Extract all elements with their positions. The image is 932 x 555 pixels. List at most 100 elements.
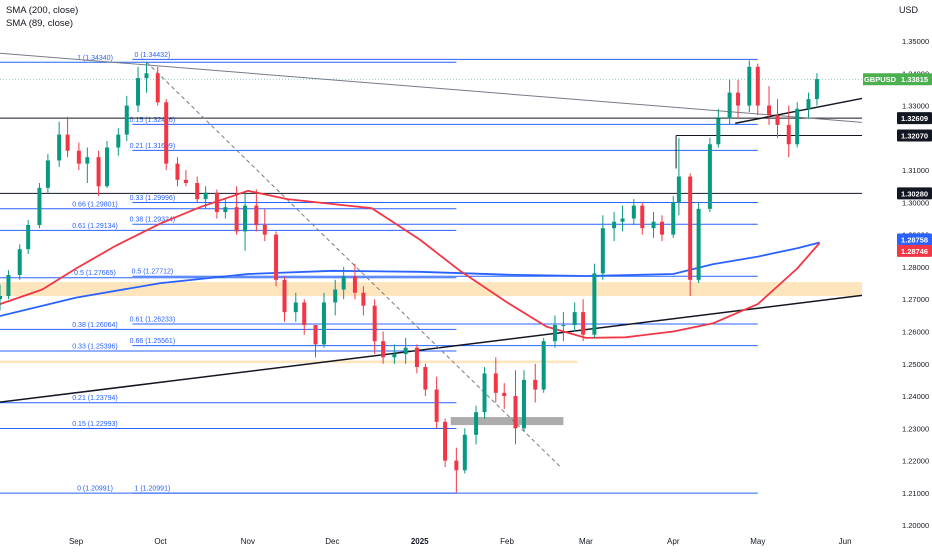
candle-body [572, 312, 577, 326]
fib-level-label: 1 (1.20991) [134, 486, 170, 493]
date-tick-label: Sep [69, 537, 84, 546]
candle-body [592, 273, 597, 335]
fib-level-label: 0.61 (1.26233) [130, 316, 176, 323]
candle-body [392, 354, 397, 358]
legend-sma-89[interactable]: SMA (89, close) [6, 18, 74, 29]
price-tick-label: 1.28000 [902, 263, 929, 272]
price-tick-label: 1.35000 [902, 37, 929, 46]
price-tag-label: 1.28758 [901, 235, 928, 244]
candle-body [124, 105, 129, 135]
candle-body [214, 192, 219, 213]
price-axis-background [862, 0, 932, 550]
candle-body [716, 118, 721, 145]
price-tick-label: 1.30000 [902, 198, 929, 207]
price-tick-label: 1.21000 [902, 489, 929, 498]
price-tag-label: 1.30280 [901, 189, 928, 198]
fib-level-label: 0 (1.34432) [134, 52, 170, 59]
candle-body [767, 105, 772, 116]
fib-level-label: 0.33 (1.25396) [72, 343, 118, 350]
candle-body [727, 92, 732, 119]
zone-rect-1 [0, 360, 578, 364]
fib-level-label: 0.5 (1.27712) [132, 269, 174, 276]
date-tick-label: 2025 [411, 537, 429, 546]
candle-body [482, 373, 487, 413]
candle-body [96, 157, 101, 187]
candle-body [6, 275, 11, 296]
sma-200-line [0, 241, 820, 317]
date-tick-label: Jun [839, 537, 852, 546]
price-tag-box [897, 244, 932, 257]
candle-body [302, 302, 307, 326]
candle-body [541, 341, 546, 390]
date-tick-label: Apr [667, 537, 680, 546]
candle-body [282, 279, 287, 313]
candle-body [552, 325, 557, 342]
price-tick-label: 1.25000 [902, 360, 929, 369]
indicator-legend: SMA (200, close) SMA (89, close) [6, 4, 78, 30]
price-tag-box [897, 73, 932, 86]
fib-level-label: 0.21 (1.31609) [130, 143, 176, 150]
candle-body [707, 144, 712, 209]
candle-body [243, 205, 248, 232]
candle-body [561, 325, 566, 327]
candle-body [474, 412, 479, 435]
price-tag-label: 1.32609 [901, 114, 928, 123]
candle-body [254, 205, 259, 225]
candle-body [795, 108, 800, 145]
candle-body [293, 302, 298, 313]
fib-level-label: 1 (1.34340) [77, 55, 113, 62]
candle-body [26, 224, 31, 250]
currency-label[interactable]: USD [898, 5, 918, 15]
price-tick-label: 1.26000 [902, 327, 929, 336]
candle-body [76, 150, 81, 164]
dashed-trendline [146, 61, 561, 468]
symbol-tag-label: GBPUSD [864, 75, 897, 84]
price-tick-label: 1.20000 [902, 521, 929, 530]
candle-body [462, 434, 467, 471]
candle-body [203, 192, 208, 200]
candle-body [85, 157, 90, 164]
candle-body [341, 276, 346, 290]
candle-body [688, 176, 693, 280]
candle-body [423, 366, 428, 390]
candle-body [403, 347, 408, 355]
candle-body [443, 421, 448, 461]
candle-body [696, 208, 701, 280]
candle-body [513, 396, 518, 429]
candle-body [814, 79, 819, 100]
candle-body [736, 92, 741, 106]
candle-body [434, 389, 439, 422]
candle-body [352, 276, 357, 293]
candle-body [381, 341, 386, 358]
date-tick-label: Feb [500, 537, 514, 546]
candle-body [620, 218, 625, 222]
candle-body [321, 302, 326, 345]
date-tick-label: Nov [241, 537, 255, 546]
price-tick-label: 1.27000 [902, 295, 929, 304]
fib-level-label: 0.33 (1.29996) [130, 195, 176, 202]
date-tick-label: May [750, 537, 765, 546]
candle-body [600, 228, 605, 274]
candle-body [755, 66, 760, 106]
candle-body [581, 312, 586, 335]
candle-body [175, 163, 180, 180]
candle-body [223, 207, 228, 213]
price-tag-label: 1.32070 [901, 132, 928, 141]
candle-body [313, 325, 318, 345]
legend-sma-200[interactable]: SMA (200, close) [6, 5, 79, 16]
candle-body [183, 179, 188, 184]
zone-rect-0 [0, 282, 862, 296]
fib-level-label: 0.38 (1.29324) [130, 217, 176, 224]
candle-body [37, 187, 42, 225]
price-tick-label: 1.24000 [902, 392, 929, 401]
candle-body [659, 221, 664, 235]
candle-body [65, 134, 70, 151]
candle-body [775, 115, 780, 125]
candle-body [372, 305, 377, 342]
sma-89-line [0, 189, 821, 339]
date-tick-label: Oct [154, 537, 167, 546]
fib-level-label: 0.66 (1.25561) [130, 338, 176, 345]
fib-level-label: 0.66 (1.29801) [72, 201, 118, 208]
